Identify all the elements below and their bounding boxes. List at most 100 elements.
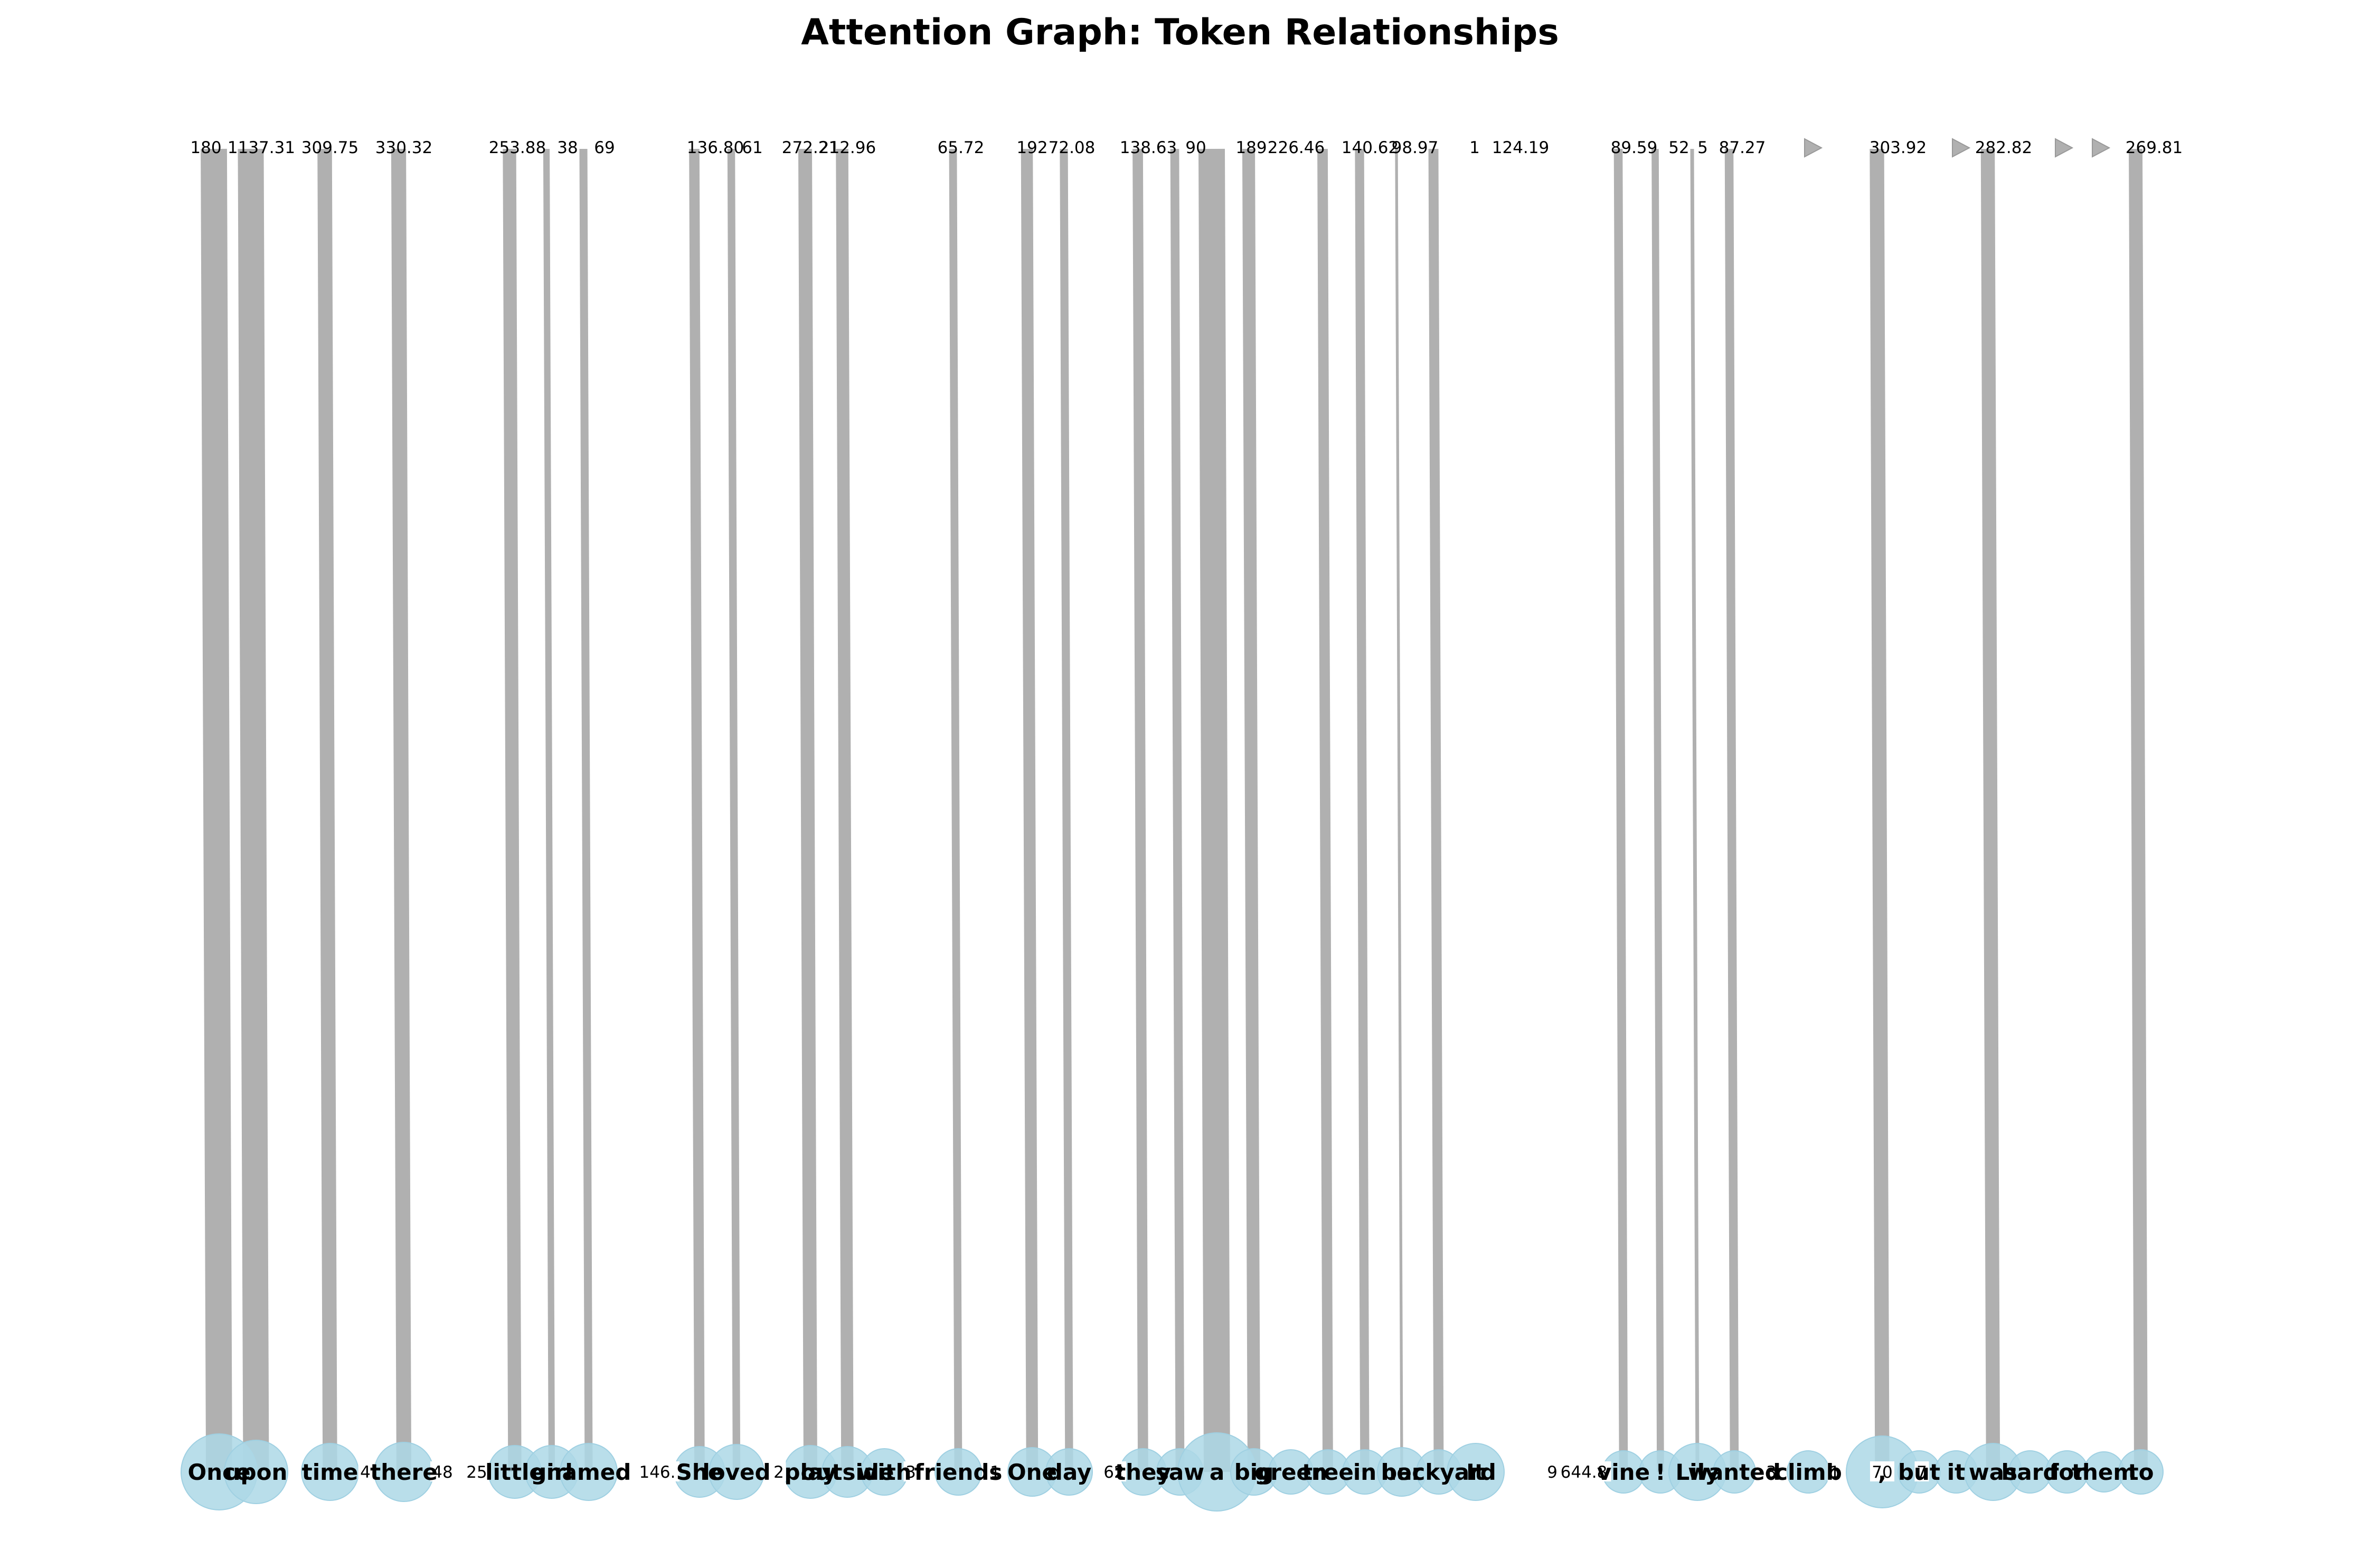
edge-time (317, 148, 337, 1472)
edge-outside (836, 148, 854, 1472)
bottom-weight-label: 62 (1103, 1463, 1124, 1482)
token-label-girl: girl (531, 1459, 573, 1485)
top-weight-label: 282.82 (1975, 138, 2032, 157)
top-weight-label: 138.63 (1120, 138, 1177, 157)
top-weight-label: 303.92 (1870, 138, 1927, 157)
token-label-once: Once (188, 1459, 251, 1485)
bottom-label-bg (1914, 1461, 1929, 1481)
token-label-play: play (785, 1459, 837, 1485)
token-label-a: a (1210, 1459, 1224, 1485)
token-label-day: day (1047, 1459, 1092, 1485)
edge-punct (1870, 148, 1890, 1472)
edge-day (1060, 148, 1073, 1472)
top-weight-label: 90 (1185, 138, 1206, 157)
top-weight-label: 1 (1469, 138, 1480, 157)
token-label-climb: climb (1774, 1459, 1842, 1485)
edge-saw (1170, 148, 1185, 1472)
token-label-to: to (2128, 1459, 2154, 1485)
token-label-there: there (370, 1459, 438, 1485)
bottom-weight-label: 70 (1872, 1463, 1892, 1482)
bottom-label-bg (465, 1461, 489, 1481)
token-label-one: One (1007, 1459, 1057, 1485)
bottom-weight-label: 1 (1829, 1463, 1840, 1482)
bottom-label-bg (635, 1461, 679, 1481)
edge-to (2129, 148, 2148, 1472)
token-label-she: She (676, 1459, 723, 1485)
bottom-weight-label: 1 (990, 1463, 1000, 1482)
top-weight-label: 192 (1016, 138, 1047, 157)
edge-backyard (1428, 148, 1444, 1472)
node-loved (709, 1444, 764, 1500)
edge-there (391, 148, 412, 1472)
bottom-weight-label: 25 (466, 1463, 487, 1482)
top-weight-label: 269.81 (2126, 138, 2183, 157)
token-label-they: they (1115, 1459, 1171, 1485)
top-weight-label: 330.32 (375, 138, 432, 157)
token-label-backyard: backyard (1381, 1459, 1496, 1485)
top-weight-label: 226.46 (1268, 138, 1325, 157)
edge-a (1198, 148, 1230, 1472)
token-label-loved: loved (702, 1459, 770, 1485)
bottom-label-bg (988, 1461, 1003, 1481)
token-label-hard: hard (2001, 1459, 2059, 1485)
edge-her (1395, 148, 1403, 1472)
token-label-it: It (1466, 1459, 1485, 1485)
bottom-label-bg (430, 1461, 455, 1481)
token-label-upon: upon (225, 1459, 288, 1485)
token-label-wanted: wanted (1688, 1459, 1781, 1485)
edge-punct (1651, 148, 1664, 1472)
top-labels-layer: 180 1137.31 309.75 330.32 253.88 38 69 136.8061… (190, 138, 2183, 157)
top-weight-label: 69 (594, 138, 615, 157)
top-weight-label: 38 (557, 138, 578, 157)
top-weight-label: 124.19 (1492, 138, 1549, 157)
edge-vine (1613, 148, 1628, 1472)
bottom-weight-label: 7 (1917, 1463, 1927, 1482)
token-label-lily: Lily (1676, 1459, 1720, 1485)
bottom-weight-label: 48 (432, 1463, 452, 1482)
bottom-label-bg (1764, 1461, 1779, 1481)
bottom-weight-label: 3 (1766, 1463, 1777, 1482)
bottom-weight-label: 4 (360, 1463, 371, 1482)
bottom-weight-label: 644.8 (1561, 1463, 1608, 1482)
bottom-label-bg (358, 1461, 373, 1481)
top-weight-label: 189 (1235, 138, 1267, 157)
token-label-punct: ! (1655, 1459, 1665, 1485)
top-weight-label: 140.62 (1342, 138, 1399, 157)
top-weight-label: 180 (190, 138, 221, 157)
token-label-with: with (857, 1459, 911, 1485)
top-weight-label: 89.59 (1611, 138, 1658, 157)
top-weight-label: 1137.31 (228, 138, 295, 157)
top-weight-label: 72.08 (1049, 138, 1096, 157)
edge-was (1980, 148, 2000, 1472)
arrowhead-icon (1804, 138, 1823, 158)
top-weight-label: 52 (1668, 138, 1689, 157)
token-label-but: but (1898, 1459, 1940, 1485)
edge-they (1132, 148, 1148, 1472)
bottom-label-bg (1870, 1461, 1894, 1481)
top-weight-label: 5 (1697, 138, 1708, 157)
edge-loved (727, 148, 741, 1472)
node-it (1447, 1443, 1505, 1501)
token-label-was: was (1969, 1459, 2017, 1485)
arrowheads-layer (1804, 138, 2111, 158)
top-weight-label: 272.21 (782, 138, 839, 157)
bottom-label-bg (771, 1461, 786, 1481)
top-weight-label: 87.27 (1719, 138, 1766, 157)
edge-in (1355, 148, 1370, 1472)
arrowhead-icon (2092, 138, 2111, 158)
edge-friends (949, 148, 962, 1472)
node-to (2118, 1449, 2164, 1495)
chart-title: Attention Graph: Token Relationships (801, 12, 1559, 53)
edge-little (503, 148, 522, 1472)
bottom-weight-label: 3 (905, 1463, 916, 1482)
edge-she (689, 148, 705, 1472)
top-weight-label: 98.97 (1392, 138, 1439, 157)
top-weight-label: 65.72 (938, 138, 985, 157)
nodes-layer (181, 1432, 2164, 1512)
node-wanted (1713, 1450, 1756, 1494)
token-label-outside: outside (801, 1459, 894, 1485)
edge-tree (1317, 148, 1333, 1472)
